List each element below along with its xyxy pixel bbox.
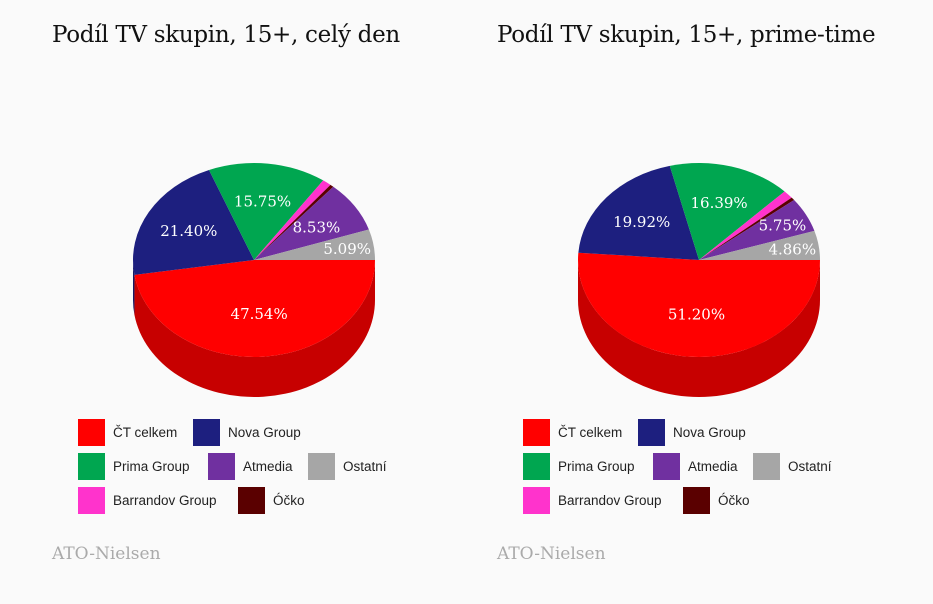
pie-slice-ostatní[interactable]	[699, 230, 820, 260]
legend-swatch	[638, 419, 665, 446]
slice-label: 5.75%	[759, 217, 807, 235]
pie-slice-čt-celkem[interactable]	[134, 260, 375, 357]
slice-label: 5.09%	[323, 240, 371, 258]
legend-label: Prima Group	[558, 459, 635, 474]
slice-label: 21.40%	[160, 222, 217, 240]
legend-swatch	[523, 487, 550, 514]
pie-slice-atmedia[interactable]	[699, 200, 815, 260]
pie-slice-atmedia[interactable]	[254, 186, 369, 260]
legend-item[interactable]: Prima Group	[523, 453, 635, 480]
pie-slice-nova-group[interactable]	[133, 169, 254, 275]
legend-swatch	[653, 453, 680, 480]
legend-label: Óčko	[273, 493, 305, 508]
legend-item[interactable]: Nova Group	[638, 419, 746, 446]
slice-label: 51.20%	[668, 305, 725, 323]
pie-slice-prima-group[interactable]	[209, 163, 324, 260]
legend-item[interactable]: Prima Group	[78, 453, 190, 480]
legend-label: Prima Group	[113, 459, 190, 474]
legend-swatch	[683, 487, 710, 514]
pie-chart: 51.20% 19.92% 16.39% 5.75% 4.86%	[578, 163, 820, 397]
legend-item[interactable]: Ostatní	[308, 453, 387, 480]
legend-item[interactable]: Barrandov Group	[523, 487, 662, 514]
pie-slice-barrandov-group[interactable]	[699, 191, 792, 260]
legend-swatch	[753, 453, 780, 480]
pie-slice-óčko[interactable]	[699, 197, 795, 260]
legend-swatch	[78, 453, 105, 480]
legend-item[interactable]: Ostatní	[753, 453, 832, 480]
pie-side-nova-group	[133, 260, 135, 315]
legend-label: Ostatní	[343, 459, 387, 474]
legend-label: Atmedia	[243, 459, 293, 474]
legend-label: Nova Group	[228, 425, 301, 440]
slice-label: 8.53%	[293, 219, 341, 237]
pie-side-čt-celkem	[578, 260, 820, 397]
legend-swatch	[78, 487, 105, 514]
slice-label: 19.92%	[613, 213, 670, 231]
source-label: ATO-Nielsen	[497, 544, 606, 564]
legend-item[interactable]: Atmedia	[653, 453, 738, 480]
pie-slice-čt-celkem[interactable]	[578, 252, 820, 358]
pie-chart: 47.54% 21.40% 15.75%8.53% 5.09%	[133, 163, 375, 397]
slice-label: 4.86%	[768, 240, 816, 258]
pie-slice-nova-group[interactable]	[578, 165, 699, 260]
legend-item[interactable]: ČT celkem	[523, 419, 622, 446]
legend-item[interactable]: Óčko	[683, 487, 750, 514]
legend-label: Barrandov Group	[558, 493, 662, 508]
legend-label: Ostatní	[788, 459, 832, 474]
legend-item[interactable]: Nova Group	[193, 419, 301, 446]
pie-side-čt-celkem	[134, 260, 375, 397]
pie-slice-barrandov-group[interactable]	[254, 180, 331, 260]
legend-label: ČT celkem	[113, 425, 178, 440]
legend-swatch	[193, 419, 220, 446]
slice-label: 15.75%	[234, 192, 291, 210]
legend-swatch	[308, 453, 335, 480]
legend-label: ČT celkem	[558, 425, 623, 440]
slice-label: 16.39%	[690, 194, 747, 212]
legend-label: Óčko	[718, 493, 750, 508]
legend-item[interactable]: Atmedia	[208, 453, 293, 480]
legend-item[interactable]: Barrandov Group	[78, 487, 217, 514]
legend-swatch	[238, 487, 265, 514]
legend-swatch	[78, 419, 105, 446]
chart-panel-full-day: Podíl TV skupin, 15+, celý den 47.54% 21.…	[0, 0, 445, 604]
legend-label: Atmedia	[688, 459, 738, 474]
legend-swatch	[523, 419, 550, 446]
source-label: ATO-Nielsen	[52, 544, 161, 564]
legend-label: Barrandov Group	[113, 493, 217, 508]
legend-label: Nova Group	[673, 425, 746, 440]
chart-panel-prime-time: Podíl TV skupin, 15+, prime-time 51.20% 1…	[445, 0, 890, 604]
slice-label: 47.54%	[231, 305, 288, 323]
chart-title: Podíl TV skupin, 15+, celý den	[52, 22, 400, 48]
pie-slice-prima-group[interactable]	[669, 163, 785, 260]
chart-title: Podíl TV skupin, 15+, prime-time	[497, 22, 876, 48]
pie-slice-ostatní[interactable]	[254, 229, 375, 260]
legend-item[interactable]: Óčko	[238, 487, 305, 514]
legend-swatch	[208, 453, 235, 480]
legend-item[interactable]: ČT celkem	[78, 419, 177, 446]
pie-slice-óčko[interactable]	[254, 184, 334, 260]
legend-swatch	[523, 453, 550, 480]
